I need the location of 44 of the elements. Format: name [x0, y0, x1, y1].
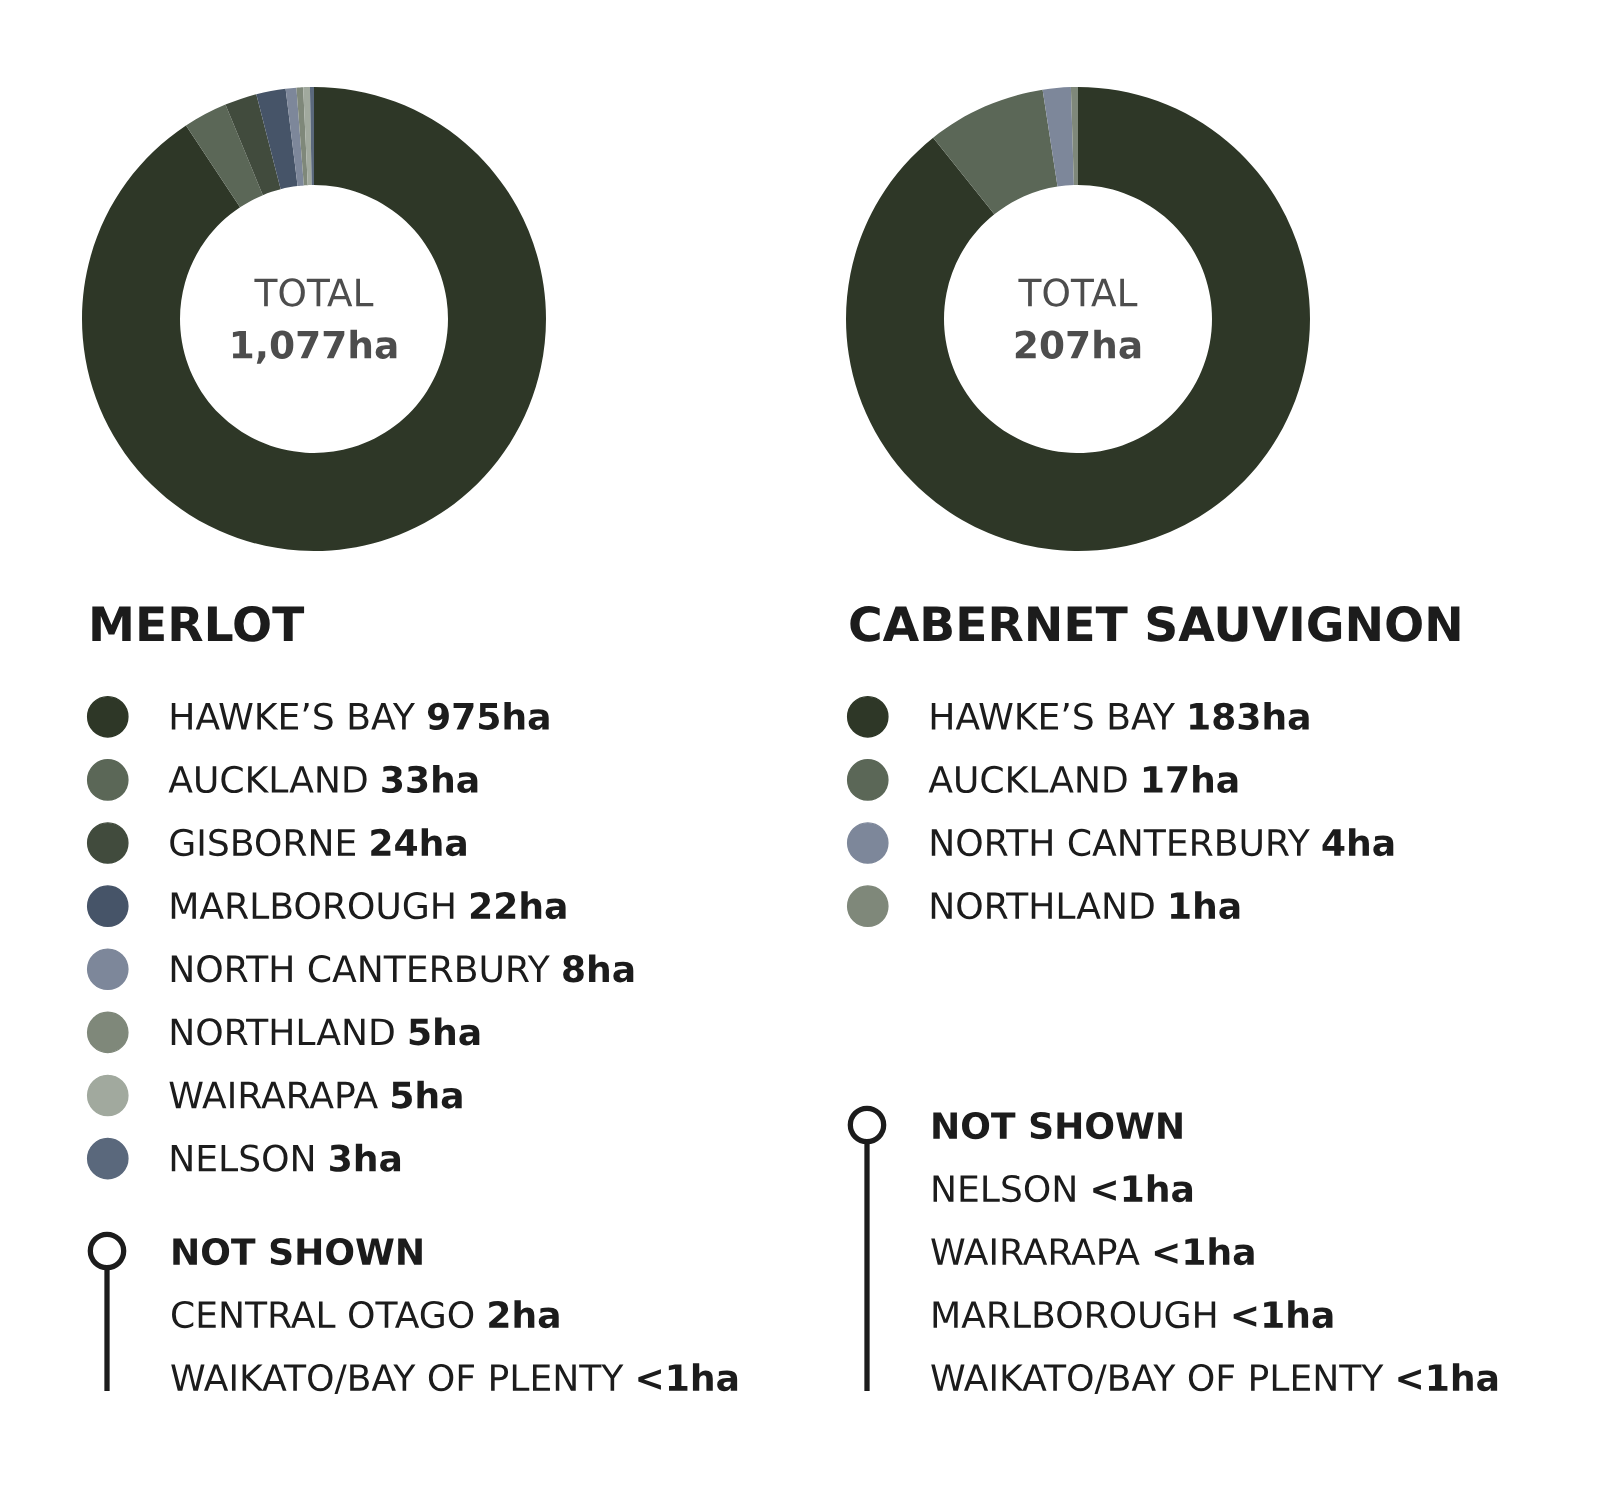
text: MERLOT [92, 605, 305, 642]
legend-label: NORTH CANTERBURY [931, 828, 1310, 857]
legend-label: GISBORNE [170, 828, 355, 857]
legend-label: NORTHLAND [171, 1018, 394, 1046]
data-label: 24ha [371, 828, 466, 857]
text: <1ha [1093, 1174, 1193, 1203]
text: MARLBOROUGH [933, 1300, 1216, 1329]
data-label: 33ha [382, 765, 478, 794]
text: TOTAL [1018, 278, 1138, 307]
text: WAIKATO/BAY OF PLENTY [931, 1363, 1384, 1395]
data-label: 1ha [1171, 891, 1240, 920]
text: CABERNET SAUVIGNON [850, 605, 1460, 642]
legend-label: NORTH CANTERBURY [171, 955, 550, 983]
data-label: 5ha [392, 1080, 462, 1109]
data-label: 3ha [330, 1143, 401, 1172]
legend-label: WAIRARAPA [169, 1081, 378, 1109]
text: <1ha [638, 1363, 738, 1392]
data-label: 5ha [409, 1017, 480, 1046]
data-label: 975ha [427, 702, 549, 730]
text: NELSON [933, 1174, 1075, 1203]
legend-label: NORTHLAND [931, 891, 1154, 920]
text: WAIRARAPA [931, 1238, 1140, 1265]
legend-label: HAWKE’S BAY [931, 702, 1176, 730]
text: 1,077ha [232, 329, 397, 364]
data-label: 183ha [1190, 702, 1309, 730]
legend-label: AUCKLAND [168, 765, 367, 794]
text: 207ha [1015, 329, 1141, 359]
text: NOT SHOWN [933, 1111, 1182, 1140]
text: 2ha [489, 1300, 559, 1329]
text: <1ha [1233, 1300, 1333, 1329]
legend-label: MARLBOROUGH [171, 891, 454, 920]
data-label: 8ha [563, 954, 634, 983]
text: TOTAL [254, 278, 374, 307]
text: <1ha [1398, 1363, 1498, 1392]
legend-label: HAWKE’S BAY [171, 702, 416, 730]
legend-label: NELSON [171, 1144, 314, 1172]
text: <1ha [1154, 1237, 1254, 1266]
text: NOT SHOWN [173, 1237, 422, 1266]
text: WAIKATO/BAY OF PLENTY [171, 1363, 624, 1395]
text: CENTRAL OTAGO [172, 1300, 474, 1329]
data-label: 17ha [1143, 765, 1238, 794]
data-label: 4ha [1322, 828, 1394, 857]
data-label: 22ha [470, 891, 566, 920]
legend-label: AUCKLAND [928, 765, 1127, 794]
